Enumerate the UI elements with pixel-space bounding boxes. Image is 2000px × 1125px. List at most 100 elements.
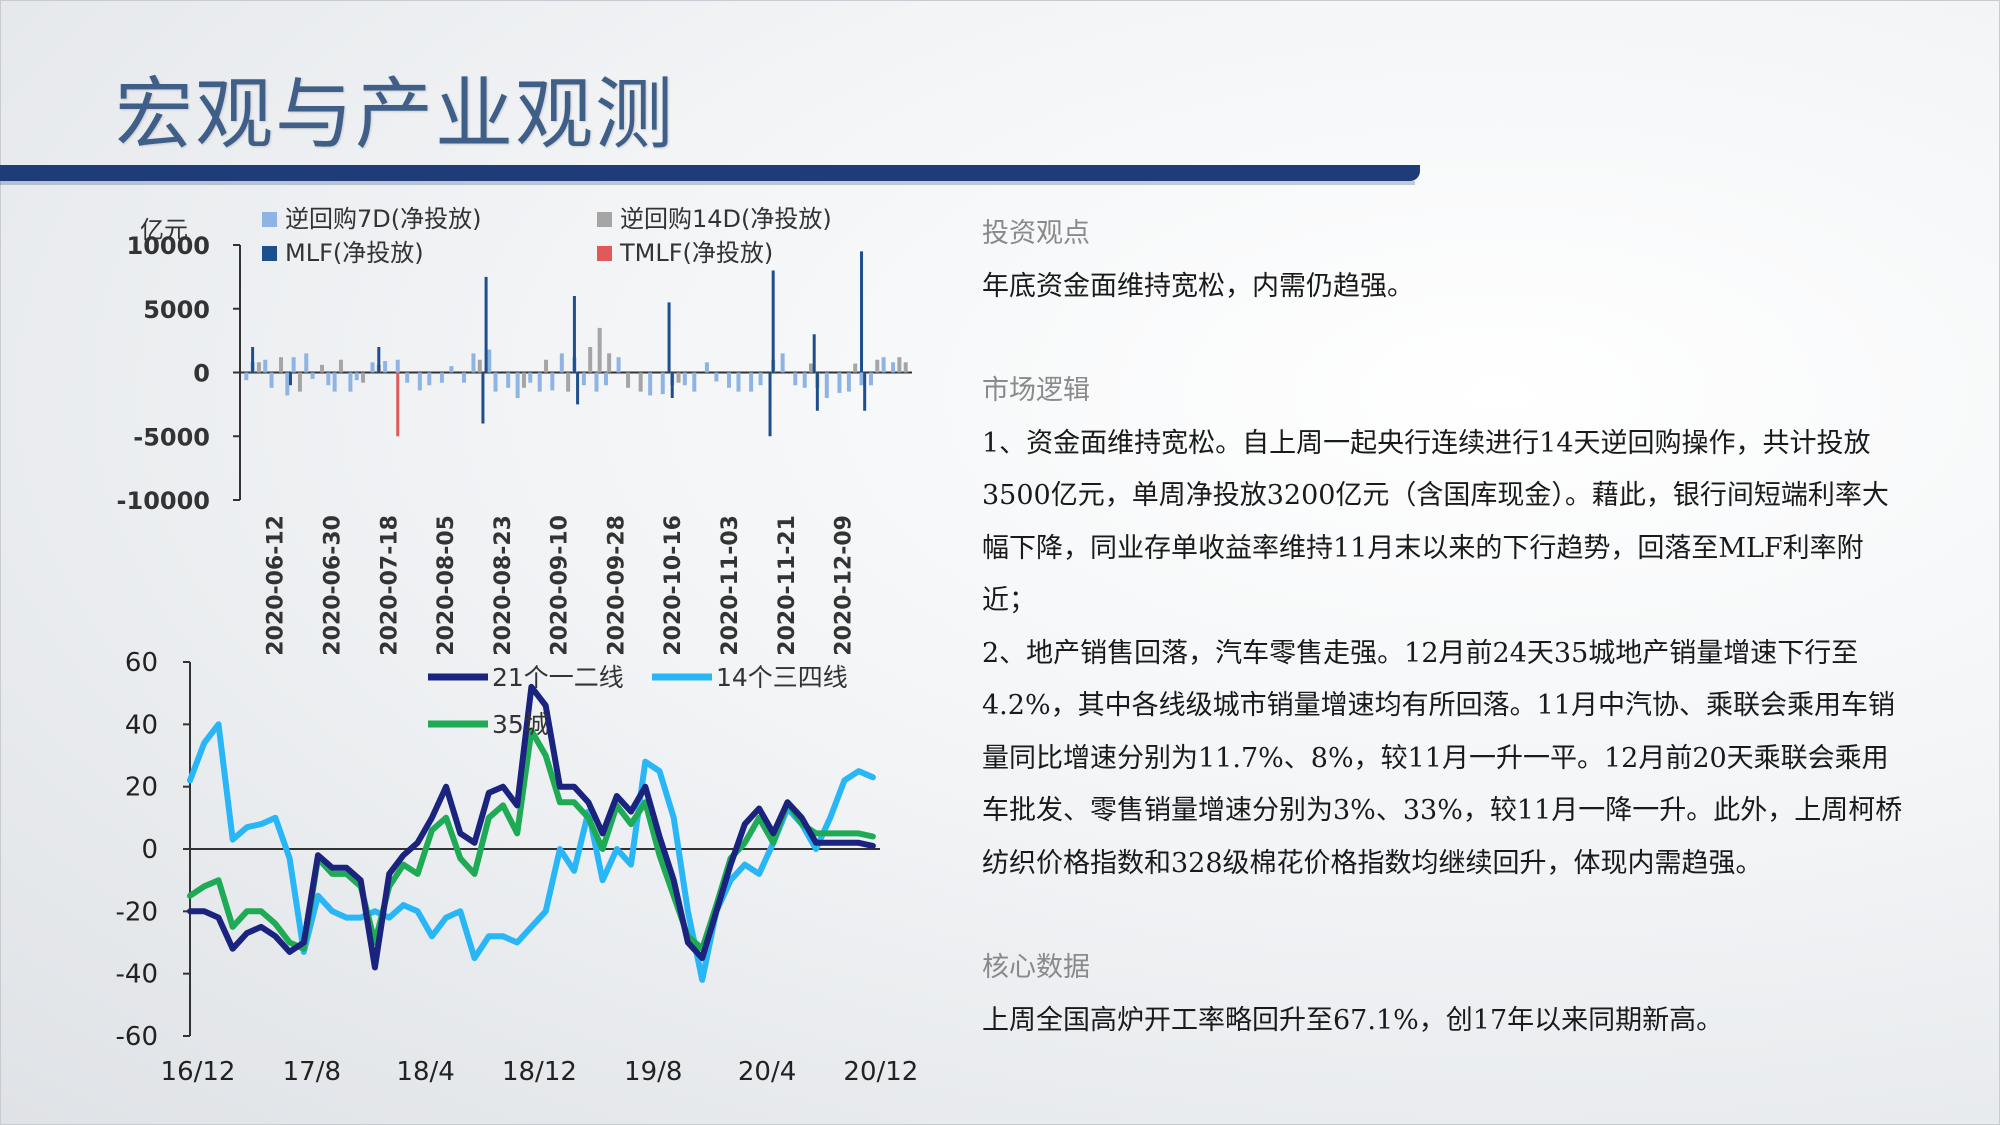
bar — [354, 372, 359, 381]
bar — [682, 372, 687, 386]
legend-label-tmlf: TMLF(净投放) — [619, 239, 773, 267]
bar — [704, 362, 709, 373]
bar — [588, 347, 593, 373]
bar — [291, 357, 296, 373]
bar — [263, 359, 268, 373]
spacer — [982, 890, 1912, 942]
bar — [802, 372, 807, 388]
legend-label-rr7: 逆回购7D(净投放) — [285, 205, 481, 233]
bar — [396, 372, 400, 437]
bar-chart-xtick-label: 2020-08-05 — [434, 515, 459, 656]
line-chart-xtick-label: 17/8 — [283, 1057, 341, 1087]
bar-chart-xtick-label: 2020-09-10 — [548, 515, 573, 656]
title-bar-shadow — [0, 181, 1415, 185]
title-bar — [0, 165, 1420, 181]
bar — [780, 353, 785, 373]
bar — [692, 372, 697, 392]
bar — [667, 302, 671, 373]
section-title-view: 投资观点 — [982, 218, 1090, 249]
bar — [626, 372, 631, 388]
bar-chart-xtick-label: 2020-12-09 — [832, 515, 857, 656]
legend-label-rr14: 逆回购14D(净投放) — [620, 205, 832, 233]
bar — [638, 372, 643, 392]
line-chart-ytick-label: 40 — [125, 710, 158, 740]
line-series-0 — [187, 683, 876, 971]
bar — [736, 372, 741, 392]
bar — [768, 372, 772, 437]
bar — [269, 372, 274, 388]
bar — [544, 359, 549, 373]
bar — [875, 359, 880, 373]
bar — [244, 372, 249, 381]
bar — [846, 372, 851, 392]
bar — [256, 362, 261, 373]
bar — [338, 359, 343, 373]
bar — [471, 353, 476, 373]
line-chart-xtick-label: 20/4 — [738, 1057, 796, 1087]
bar — [251, 347, 255, 373]
bar — [607, 353, 612, 373]
bar — [348, 372, 353, 392]
section-text-core: 上周全国高炉开工率略回升至67.1%，创17年以来同期新高。 — [982, 1004, 1724, 1036]
bar — [581, 372, 586, 386]
bar — [439, 372, 444, 383]
bar — [285, 372, 290, 396]
bar-chart-xtick-label: 2020-07-18 — [377, 515, 402, 656]
bar-chart-legend: 逆回购7D(净投放) 逆回购14D(净投放) MLF(净投放) TMLF(净投放… — [262, 205, 832, 267]
legend-label-14: 14个三四线 — [716, 663, 848, 692]
bar — [815, 372, 819, 411]
bar — [576, 372, 580, 405]
bar — [863, 372, 867, 411]
section-text-logic-1: 1、资金面维持宽松。自上周一起央行连续进行14天逆回购操作，共计投放3500亿元… — [982, 427, 1889, 617]
line-chart-lines — [187, 683, 876, 983]
bar — [559, 353, 564, 373]
bar — [320, 364, 325, 373]
bar-chart-ylabel: 亿元 — [140, 216, 188, 244]
bar-chart-bars — [244, 251, 908, 437]
legend-swatch-tmlf — [597, 246, 612, 261]
bar — [304, 353, 309, 373]
bar — [597, 327, 602, 373]
bar — [758, 372, 763, 386]
bar — [417, 372, 422, 391]
bar — [515, 372, 520, 398]
bar-chart-axes: 10000 5000 0 -5000 -10000 2020-06-12 2020-06-3… — [117, 232, 912, 656]
section-text-view: 年底资金面维持宽松，内需仍趋强。 — [982, 270, 1414, 302]
bar — [868, 372, 873, 386]
bar — [462, 372, 466, 383]
bar — [616, 357, 621, 373]
bar — [648, 372, 653, 396]
bar — [484, 276, 488, 373]
line-chart-ytick-label: -40 — [116, 960, 158, 990]
charts-area: 亿元 逆回购7D(净投放) 逆回购14D(净投放) MLF(净投放) TMLF(… — [116, 205, 919, 1087]
line-chart-ytick-label: -20 — [116, 897, 158, 927]
line-chart-xtick-label: 19/8 — [624, 1057, 682, 1087]
line-chart-ytick-label: 0 — [141, 835, 158, 865]
legend-label-35: 35城 — [492, 710, 549, 739]
bar — [528, 372, 533, 383]
bar — [481, 372, 485, 424]
spacer — [982, 313, 1912, 365]
bar — [332, 372, 337, 392]
bar — [279, 357, 284, 373]
bar-chart-xtick-label: 2020-09-28 — [604, 515, 629, 656]
line-series-2 — [187, 727, 876, 952]
bar-chart-xtick-label: 2020-06-30 — [320, 515, 345, 656]
bar — [727, 372, 732, 388]
legend-swatch-mlf — [262, 246, 277, 261]
bar — [603, 372, 608, 386]
line-chart-xtick-label: 16/12 — [161, 1057, 236, 1087]
line-series-1 — [187, 721, 876, 983]
bar — [891, 362, 896, 373]
bar — [383, 361, 388, 373]
bar — [859, 372, 864, 386]
bar — [493, 372, 498, 392]
legend-label-mlf: MLF(净投放) — [285, 239, 424, 267]
bar — [550, 372, 555, 391]
bar-chart-xtick-label: 2020-11-21 — [775, 515, 800, 656]
bar — [903, 362, 908, 373]
bar — [506, 372, 511, 388]
bar — [572, 296, 576, 373]
